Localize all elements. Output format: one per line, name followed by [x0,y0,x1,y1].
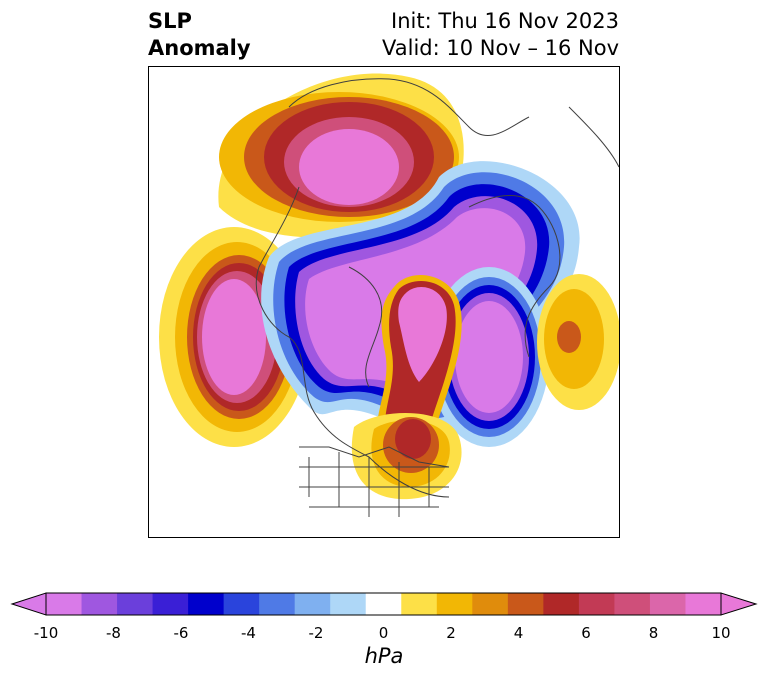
colorbar-svg [10,592,758,616]
colorbar-segment [578,593,615,615]
colorbar-tick-label: 8 [648,624,659,642]
colorbar-segment [117,593,154,615]
colorbar-tick-label: -10 [33,624,59,642]
title-anomaly: Anomaly [148,36,251,60]
colorbar-segment [152,593,189,615]
colorbar-segment [649,593,686,615]
colorbar-segment [330,593,367,615]
colorbar-segment [294,593,331,615]
colorbar-segment [46,593,83,615]
colorbar-segment [507,593,544,615]
positive-anomaly-europe [537,274,619,410]
colorbar-segment [259,593,296,615]
colorbar-tick-label: 10 [711,624,731,642]
colorbar-segment [401,593,438,615]
colorbar-frame [45,592,722,616]
colorbar-segment [81,593,118,615]
colorbar-segment [543,593,580,615]
colorbar-unit-label: hPa [364,644,404,668]
anomaly-map [148,66,620,538]
title-variable: SLP [148,9,192,33]
colorbar-segment [436,593,473,615]
valid-range: Valid: 10 Nov – 16 Nov [382,36,619,60]
colorbar-segment [188,593,225,615]
positive-anomaly-arctic [376,275,462,457]
colorbar-segment [223,593,260,615]
map-canvas [159,73,619,517]
colorbar-segment [365,593,402,615]
colorbar-segment [614,593,651,615]
colorbar [0,588,768,618]
chart-title-left: SLP Anomaly [148,8,251,62]
init-date: Init: Thu 16 Nov 2023 [391,9,619,33]
chart-title-right: Init: Thu 16 Nov 2023 Valid: 10 Nov – 16… [382,8,619,62]
colorbar-extend-low [10,592,47,616]
coastlines [255,78,619,517]
colorbar-tick-label: 6 [581,624,591,642]
colorbar-tick-label: -4 [241,624,256,642]
colorbar-tick-label: 4 [513,624,524,642]
positive-anomaly-arctic-asia [218,73,464,238]
colorbar-segment [685,593,722,615]
colorbar-tick-label: -2 [308,624,324,642]
colorbar-tick-label: 2 [446,624,456,642]
colorbar-extend-high [720,592,758,616]
colorbar-tick-label: 0 [378,624,389,642]
colorbar-segment [472,593,509,615]
colorbar-tick-label: -8 [106,624,121,642]
colorbar-tick-label: -6 [173,624,189,642]
